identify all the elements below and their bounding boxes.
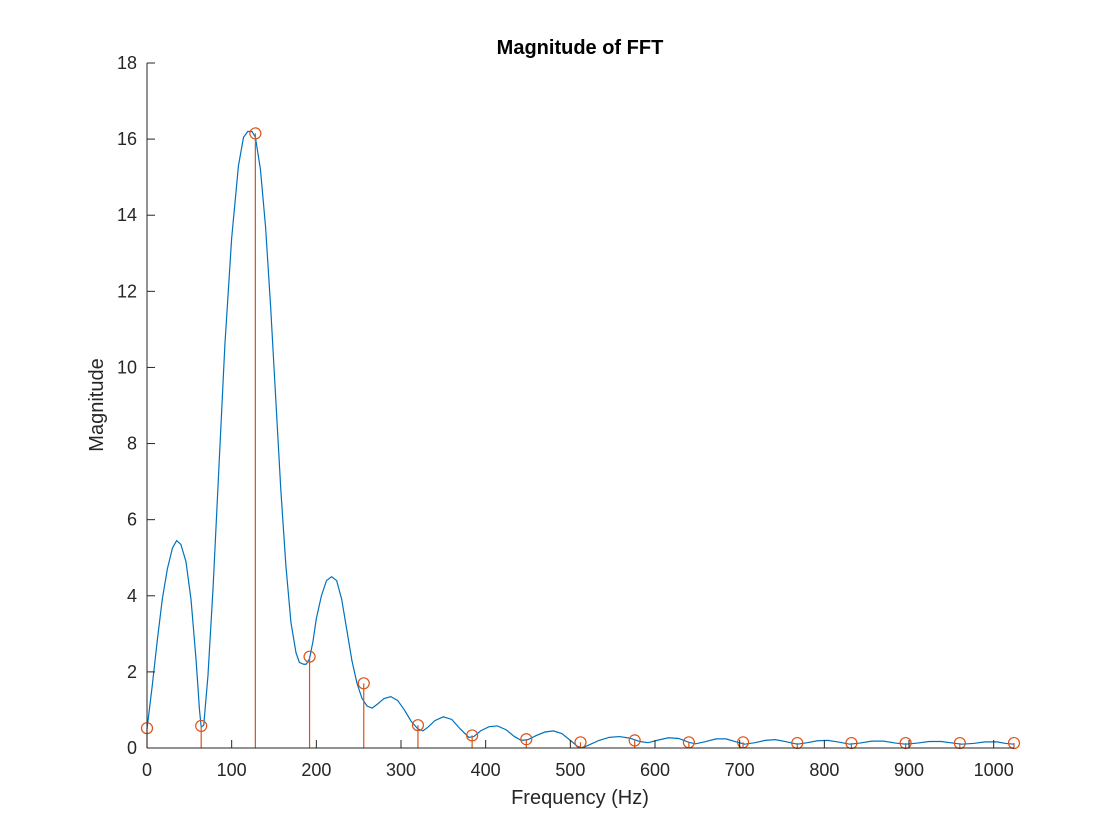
y-tick-label: 18	[117, 53, 137, 73]
y-tick-label: 12	[117, 281, 137, 301]
stem-marker	[195, 719, 208, 733]
stem-marker	[249, 127, 262, 140]
stem-marker	[845, 736, 858, 750]
stem-marker	[303, 650, 316, 663]
stem-marker	[411, 719, 425, 732]
y-tick-label: 6	[127, 510, 137, 530]
x-tick-label: 500	[555, 760, 585, 780]
y-tick-label: 8	[127, 434, 137, 454]
stem-marker	[520, 733, 533, 746]
x-axis-title: Frequency (Hz)	[511, 787, 649, 809]
y-tick-label: 10	[117, 357, 137, 377]
x-tick-label: 400	[471, 760, 501, 780]
x-tick-label: 700	[725, 760, 755, 780]
x-tick-label: 0	[142, 760, 152, 780]
y-tick-label: 2	[127, 662, 137, 682]
y-tick-label: 14	[117, 205, 137, 225]
plot-area	[140, 127, 1021, 750]
stem-marker	[953, 736, 966, 750]
axes	[146, 63, 1014, 749]
fft-curve	[146, 130, 1015, 749]
y-tick-label: 4	[127, 586, 137, 606]
stem-marker	[357, 677, 370, 690]
ticks: 0 100 200 300 400 500 600 700 800 900 1000 0 2 4 6 8 10 1…	[117, 53, 1014, 780]
x-tick-label: 1000	[974, 760, 1014, 780]
x-tick-label: 600	[640, 760, 670, 780]
stem-marker	[466, 729, 479, 742]
x-tick-label: 300	[386, 760, 416, 780]
chart-title: Magnitude of FFT	[497, 37, 664, 59]
x-tick-label: 200	[301, 760, 331, 780]
x-tick-label: 100	[217, 760, 247, 780]
stem-marker	[628, 734, 641, 747]
y-tick-label: 0	[127, 738, 137, 758]
x-tick-label: 800	[809, 760, 839, 780]
stem-marker	[899, 736, 912, 750]
y-tick-label: 16	[117, 129, 137, 149]
y-axis-title: Magnitude	[86, 358, 108, 451]
x-tick-label: 900	[894, 760, 924, 780]
stem-marker	[1007, 736, 1021, 750]
stem-marker	[791, 736, 804, 750]
